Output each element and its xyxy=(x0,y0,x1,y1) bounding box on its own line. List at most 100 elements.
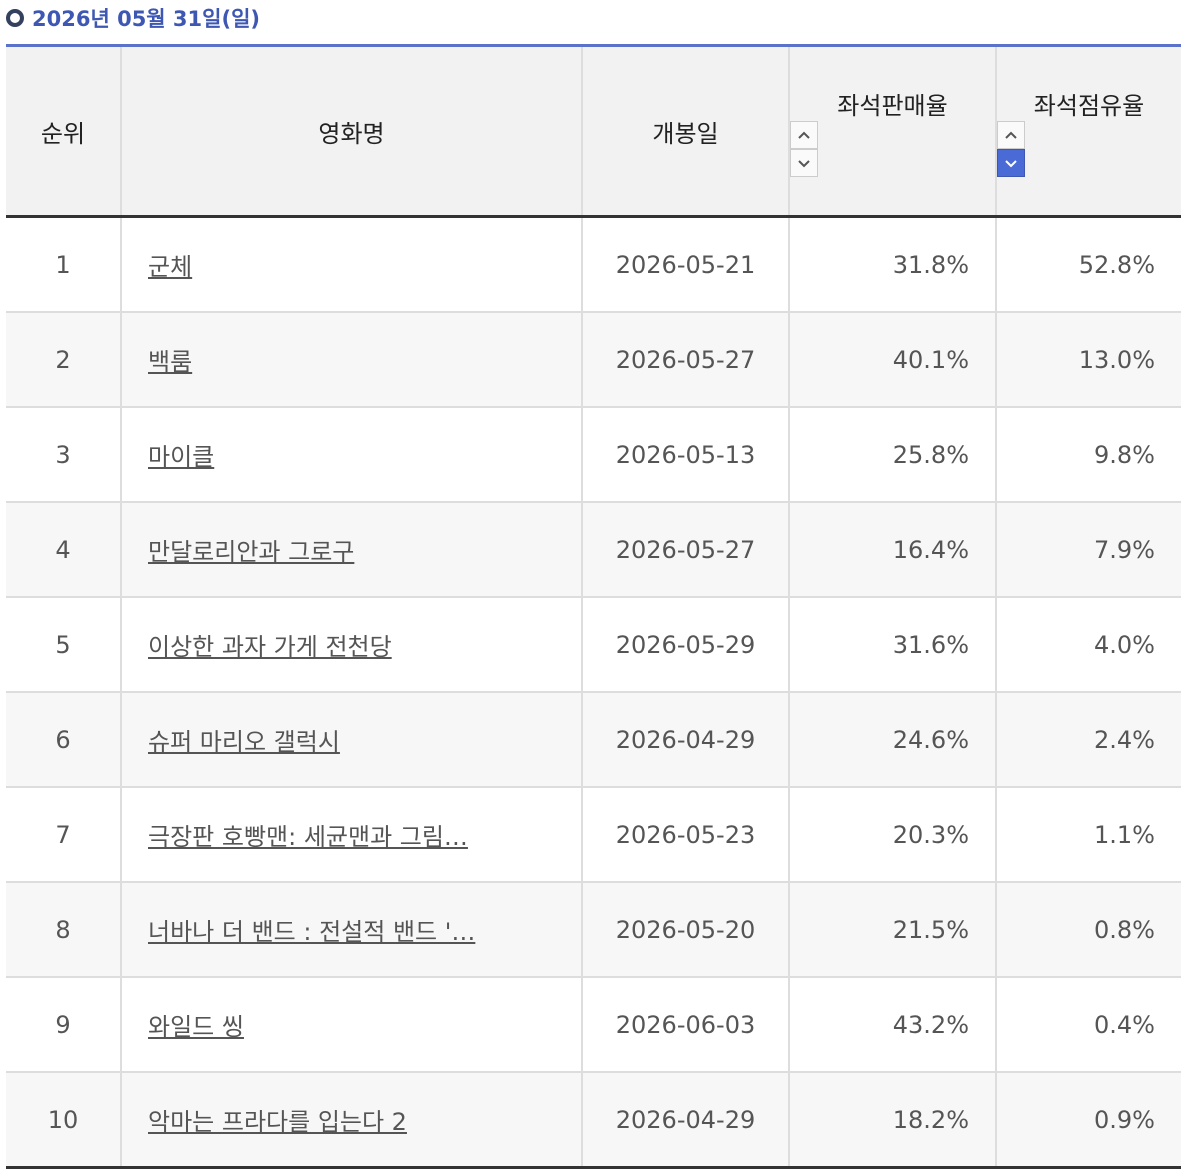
table-row: 5 이상한 과자 가게 전천당 2026-05-29 31.6% 4.0% xyxy=(6,597,1181,693)
release-date: 2026-05-20 xyxy=(615,915,756,944)
seat-share: 1.1% xyxy=(1094,820,1155,849)
column-label: 영화명 xyxy=(318,119,385,148)
seat-share: 7.9% xyxy=(1094,535,1155,564)
movie-link[interactable]: 이상한 과자 가게 전천당 xyxy=(148,633,392,661)
rank-cell: 3 xyxy=(6,407,121,503)
release-date-cell: 2026-05-23 xyxy=(581,787,789,883)
sort-desc-button[interactable] xyxy=(790,148,818,177)
release-date: 2026-05-27 xyxy=(615,345,756,374)
column-header: 영화명 xyxy=(120,47,582,218)
rank: 4 xyxy=(55,535,71,564)
seat-share-cell: 0.8% xyxy=(995,882,1181,978)
seat-sales-rate: 40.1% xyxy=(892,345,969,374)
rank: 2 xyxy=(55,345,71,374)
seat-sales-rate-cell: 25.8% xyxy=(788,407,996,503)
table-row: 4 만달로리안과 그로구 2026-05-27 16.4% 7.9% xyxy=(6,502,1181,598)
seat-share: 9.8% xyxy=(1094,440,1155,469)
seat-sales-rate-cell: 40.1% xyxy=(788,312,996,408)
seat-sales-rate-cell: 16.4% xyxy=(788,502,996,598)
movie-link[interactable]: 군체 xyxy=(148,253,193,281)
seat-share-cell: 2.4% xyxy=(995,692,1181,788)
rank-cell: 8 xyxy=(6,882,121,978)
seat-share-cell: 4.0% xyxy=(995,597,1181,693)
seat-share: 2.4% xyxy=(1094,725,1155,754)
seat-sales-rate: 18.2% xyxy=(892,1105,969,1134)
seat-share-cell: 0.4% xyxy=(995,977,1181,1073)
release-date-cell: 2026-05-27 xyxy=(581,312,789,408)
release-date: 2026-05-27 xyxy=(615,535,756,564)
seat-sales-rate-cell: 21.5% xyxy=(788,882,996,978)
column-header: 순위 xyxy=(6,47,121,218)
sort-desc-button[interactable] xyxy=(997,148,1025,177)
seat-share-cell: 7.9% xyxy=(995,502,1181,598)
table-row: 2 백룸 2026-05-27 40.1% 13.0% xyxy=(6,312,1181,408)
seat-share-cell: 13.0% xyxy=(995,312,1181,408)
seat-share: 4.0% xyxy=(1094,630,1155,659)
top-rule xyxy=(6,44,1181,47)
rank-cell: 10 xyxy=(6,1072,121,1169)
seat-sales-rate: 31.8% xyxy=(892,250,969,279)
movie-title-cell: 슈퍼 마리오 갤럭시 xyxy=(120,692,582,788)
table-row: 7 극장판 호빵맨: 세균맨과 그림… 2026-05-23 20.3% 1.1% xyxy=(6,787,1181,883)
release-date-cell: 2026-05-27 xyxy=(581,502,789,598)
seat-sales-rate: 43.2% xyxy=(892,1010,969,1039)
seat-sales-rate-cell: 18.2% xyxy=(788,1072,996,1169)
rank-cell: 4 xyxy=(6,502,121,598)
sort-buttons xyxy=(790,120,995,177)
date-heading: 2026년 05월 31일(일) xyxy=(6,2,260,34)
seat-sales-rate-cell: 20.3% xyxy=(788,787,996,883)
release-date-cell: 2026-04-29 xyxy=(581,1072,789,1169)
rank-cell: 9 xyxy=(6,977,121,1073)
seat-sales-rate-cell: 31.6% xyxy=(788,597,996,693)
rank-cell: 7 xyxy=(6,787,121,883)
seat-sales-rate: 24.6% xyxy=(892,725,969,754)
table-body: 1 군체 2026-05-21 31.8% 52.8% 2 백룸 2026-05-27 40.1… xyxy=(6,216,1181,1169)
movie-link[interactable]: 만달로리안과 그로구 xyxy=(148,538,355,566)
seat-sales-rate-cell: 43.2% xyxy=(788,977,996,1073)
release-date: 2026-05-23 xyxy=(615,820,756,849)
release-date-cell: 2026-06-03 xyxy=(581,977,789,1073)
seat-share: 0.9% xyxy=(1094,1105,1155,1134)
table-row: 1 군체 2026-05-21 31.8% 52.8% xyxy=(6,216,1181,313)
release-date-cell: 2026-05-20 xyxy=(581,882,789,978)
movie-title-cell: 너바나 더 밴드 : 전설적 밴드 '… xyxy=(120,882,582,978)
seat-share: 52.8% xyxy=(1078,250,1155,279)
movie-title-cell: 악마는 프라다를 입는다 2 xyxy=(120,1072,582,1169)
movie-title-cell: 와일드 씽 xyxy=(120,977,582,1073)
movie-title-cell: 백룸 xyxy=(120,312,582,408)
column-header: 좌석판매율 xyxy=(788,47,996,218)
table-row: 6 슈퍼 마리오 갤럭시 2026-04-29 24.6% 2.4% xyxy=(6,692,1181,788)
seat-sales-rate: 21.5% xyxy=(892,915,969,944)
release-date: 2026-06-03 xyxy=(615,1010,756,1039)
movie-link[interactable]: 와일드 씽 xyxy=(148,1013,244,1041)
seat-sales-rate: 31.6% xyxy=(892,630,969,659)
column-header: 개봉일 xyxy=(581,47,789,218)
movie-link[interactable]: 너바나 더 밴드 : 전설적 밴드 '… xyxy=(148,918,476,946)
rank: 7 xyxy=(55,820,71,849)
movie-link[interactable]: 슈퍼 마리오 갤럭시 xyxy=(148,728,340,756)
sort-asc-button[interactable] xyxy=(997,120,1025,149)
table-row: 3 마이클 2026-05-13 25.8% 9.8% xyxy=(6,407,1181,503)
column-label: 좌석점유율 xyxy=(1033,91,1145,120)
movie-title-cell: 극장판 호빵맨: 세균맨과 그림… xyxy=(120,787,582,883)
rank-cell: 2 xyxy=(6,312,121,408)
movie-link[interactable]: 극장판 호빵맨: 세균맨과 그림… xyxy=(148,823,468,851)
table-row: 10 악마는 프라다를 입는다 2 2026-04-29 18.2% 0.9% xyxy=(6,1072,1181,1169)
column-label: 개봉일 xyxy=(652,119,719,148)
seat-share: 0.8% xyxy=(1094,915,1155,944)
sort-asc-button[interactable] xyxy=(790,120,818,149)
rank: 9 xyxy=(55,1010,71,1039)
column-label: 좌석판매율 xyxy=(837,91,948,120)
movie-link[interactable]: 백룸 xyxy=(148,348,193,376)
movie-link[interactable]: 마이클 xyxy=(148,443,215,471)
release-date: 2026-05-29 xyxy=(615,630,756,659)
release-date: 2026-04-29 xyxy=(615,725,756,754)
seat-share-cell: 0.9% xyxy=(995,1072,1181,1169)
release-date-cell: 2026-05-29 xyxy=(581,597,789,693)
release-date: 2026-05-13 xyxy=(615,440,756,469)
release-date-cell: 2026-05-21 xyxy=(581,216,789,313)
movie-title-cell: 마이클 xyxy=(120,407,582,503)
rank: 10 xyxy=(47,1105,79,1134)
movie-link[interactable]: 악마는 프라다를 입는다 2 xyxy=(148,1108,407,1136)
